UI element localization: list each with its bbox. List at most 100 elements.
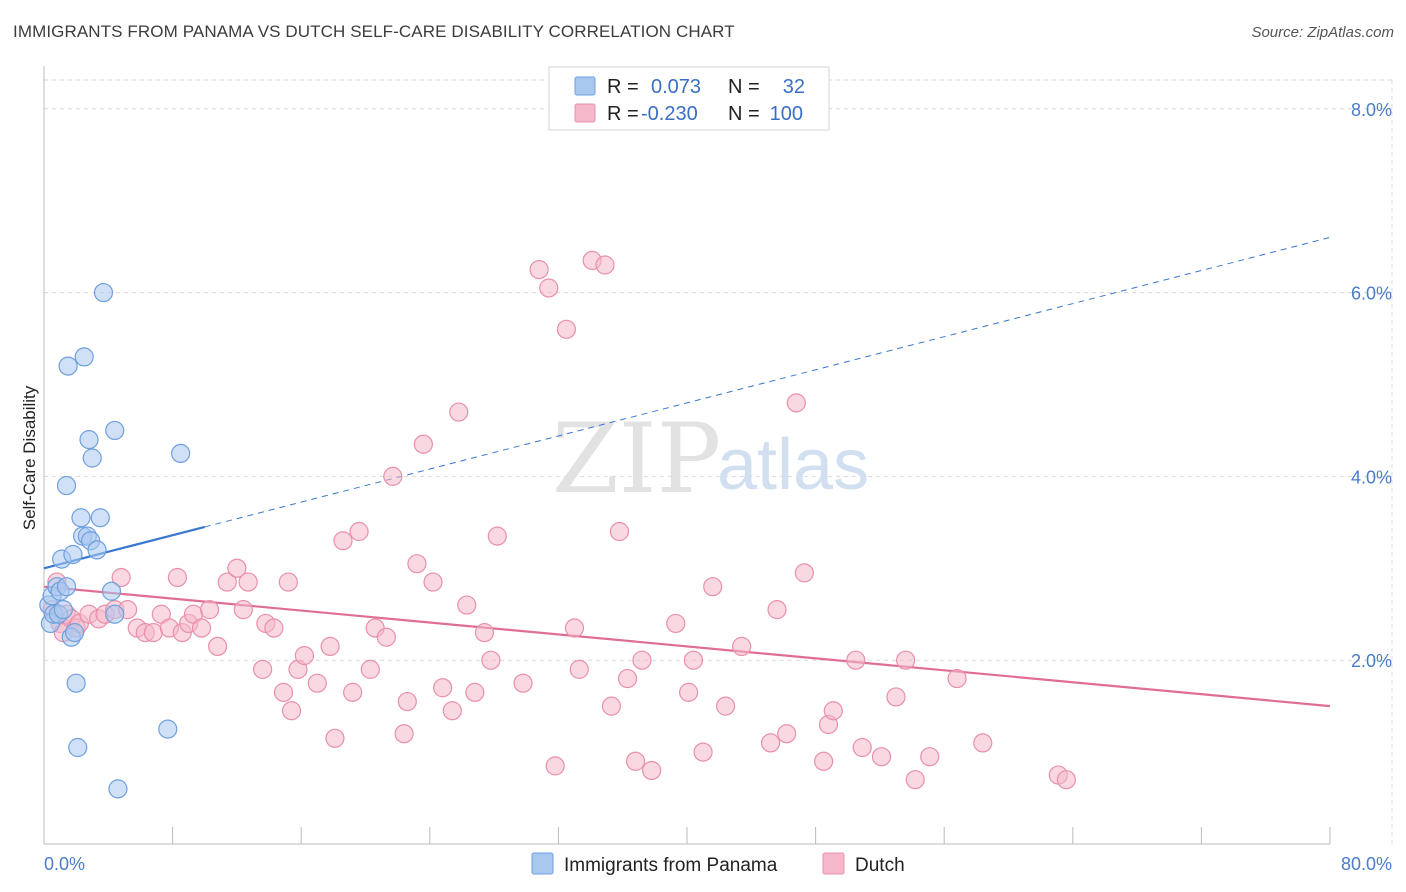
point-dutch — [383, 466, 403, 486]
axis-layer — [43, 66, 1331, 845]
watermark-zip: ZIP — [552, 403, 721, 515]
point-dutch — [264, 618, 284, 638]
legend-r-label-1: R = — [607, 76, 639, 98]
point-panama — [87, 540, 107, 560]
point-dutch — [683, 650, 704, 670]
y-axis-label: Self-Care Disability — [20, 385, 39, 530]
point-dutch — [947, 668, 967, 689]
point-dutch — [794, 563, 814, 583]
point-dutch — [227, 558, 247, 578]
point-panama — [108, 779, 128, 799]
point-panama — [82, 448, 102, 468]
point-panama — [101, 581, 122, 601]
watermark: ZIP atlas — [552, 403, 869, 515]
bottom-legend-swatch-pink — [822, 852, 845, 875]
point-dutch — [143, 623, 163, 643]
y-tick-labels: 2.0% 4.0% 6.0% 8.0% — [1351, 100, 1392, 671]
point-panama — [90, 508, 110, 528]
point-dutch — [896, 650, 916, 670]
point-panama — [68, 737, 88, 758]
point-dutch — [273, 682, 294, 702]
point-dutch — [666, 613, 686, 634]
point-dutch — [703, 577, 723, 597]
point-dutch — [601, 696, 622, 716]
point-dutch — [642, 760, 662, 781]
point-dutch — [569, 659, 589, 679]
point-dutch — [846, 650, 866, 670]
legend-box: R = 0.073 N = 32 R = -0.230 N = 100 — [548, 66, 830, 131]
point-dutch — [871, 747, 892, 767]
point-dutch — [191, 618, 212, 638]
legend-swatch-pink — [574, 103, 596, 123]
point-panama — [158, 719, 178, 739]
y-tick-label: 4.0% — [1351, 467, 1392, 487]
point-dutch — [397, 691, 417, 712]
point-dutch — [343, 682, 363, 702]
point-dutch — [325, 728, 345, 748]
x-tick-label-max: 80.0% — [1341, 854, 1392, 874]
point-dutch — [111, 567, 131, 588]
point-dutch — [556, 319, 577, 339]
bottom-legend: Immigrants from Panama Dutch — [531, 852, 905, 876]
point-dutch — [233, 600, 253, 620]
legend-r-label-2: R = — [607, 103, 639, 125]
point-dutch — [294, 645, 315, 666]
trend-line-extension-panama — [204, 236, 1331, 528]
point-dutch — [632, 650, 652, 670]
point-dutch — [199, 600, 220, 620]
point-panama — [58, 356, 78, 376]
point-dutch — [307, 673, 327, 693]
point-dutch — [217, 572, 237, 592]
point-dutch — [333, 531, 353, 551]
point-dutch — [905, 770, 925, 790]
legend-r-value-2: -0.230 — [641, 103, 698, 125]
point-dutch — [693, 742, 713, 762]
point-dutch — [767, 600, 787, 620]
point-panama — [71, 508, 91, 528]
point-dutch — [786, 393, 806, 413]
point-dutch — [679, 682, 699, 702]
legend-n-label-1: N = — [728, 76, 760, 98]
point-dutch — [920, 747, 940, 767]
x-tick-labels: 0.0% 80.0% — [44, 854, 1392, 874]
point-dutch — [609, 521, 630, 542]
point-dutch — [238, 572, 258, 592]
point-dutch — [777, 724, 797, 744]
point-dutch — [465, 682, 485, 702]
point-dutch — [539, 278, 559, 298]
point-dutch — [423, 572, 443, 592]
point-dutch — [442, 701, 462, 721]
point-dutch — [973, 733, 993, 753]
point-dutch — [349, 521, 369, 542]
point-dutch — [545, 756, 565, 776]
point-dutch — [732, 636, 752, 657]
point-dutch — [281, 701, 302, 721]
point-dutch — [513, 673, 533, 693]
point-dutch — [886, 687, 906, 707]
point-panama — [105, 604, 125, 624]
point-dutch — [823, 701, 843, 721]
point-dutch — [278, 572, 298, 592]
trend-line-dutch — [43, 585, 1331, 708]
point-dutch — [625, 751, 646, 771]
legend-n-label-2: N = — [728, 103, 760, 125]
legend-r-value-1: 0.073 — [651, 76, 701, 98]
point-dutch — [564, 618, 585, 638]
bottom-legend-swatch-blue — [531, 852, 554, 875]
y-tick-label: 2.0% — [1351, 651, 1392, 671]
point-dutch — [376, 627, 396, 647]
point-dutch — [595, 255, 615, 275]
point-dutch — [487, 526, 507, 546]
point-panama — [56, 475, 77, 496]
point-dutch — [617, 668, 638, 689]
point-panama — [93, 282, 114, 303]
points-layer — [39, 250, 1076, 799]
point-panama — [66, 673, 86, 693]
point-dutch — [208, 636, 228, 657]
y-tick-label: 8.0% — [1351, 100, 1392, 120]
point-panama — [79, 430, 99, 450]
point-dutch — [1056, 770, 1076, 790]
point-dutch — [413, 434, 433, 454]
point-dutch — [320, 636, 340, 657]
